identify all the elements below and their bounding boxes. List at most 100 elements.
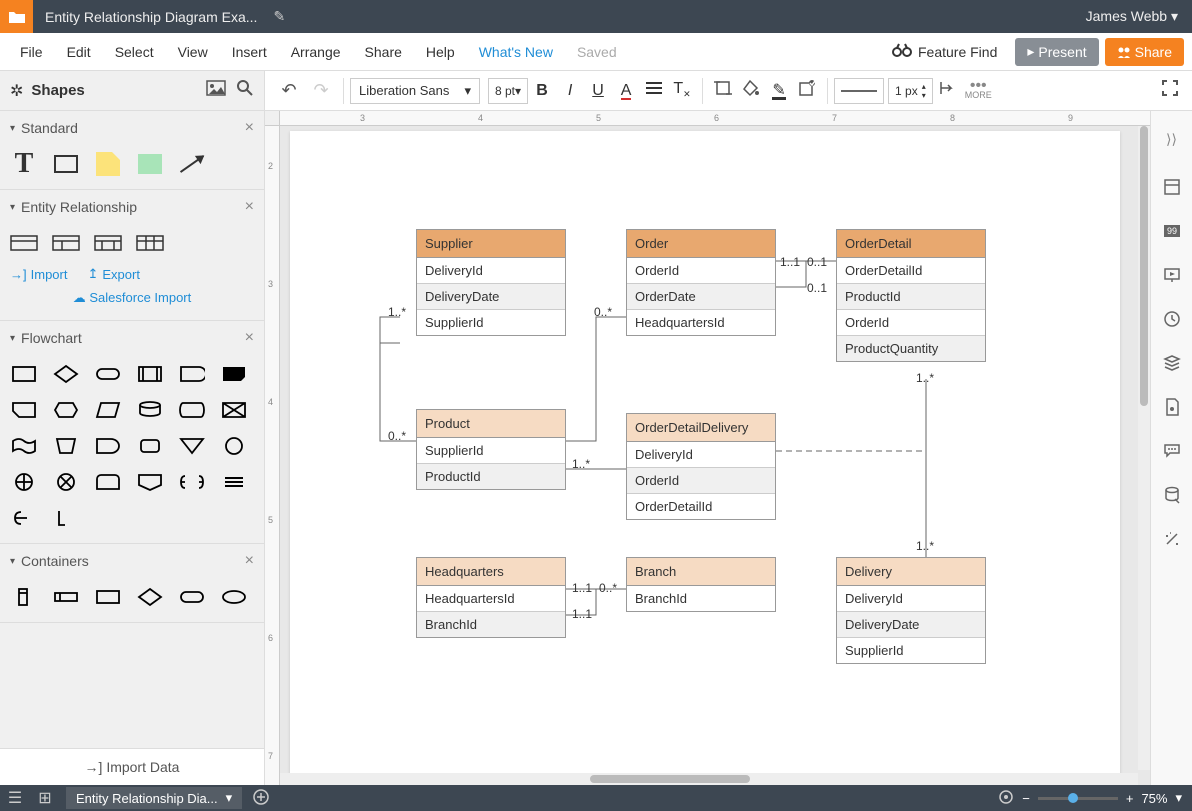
entity-row[interactable]: SupplierId bbox=[417, 438, 565, 464]
feature-find[interactable]: Feature Find bbox=[892, 43, 997, 60]
font-select[interactable]: Liberation Sans▾ bbox=[350, 78, 480, 104]
shape-options-icon[interactable] bbox=[793, 79, 821, 102]
flowchart-shape-21[interactable] bbox=[136, 471, 164, 493]
entity-branch[interactable]: BranchBranchId bbox=[626, 557, 776, 612]
entity-orderdetail[interactable]: OrderDetailOrderDetailIdProductIdOrderId… bbox=[836, 229, 986, 362]
er-shape-1[interactable] bbox=[10, 232, 38, 254]
menu-edit[interactable]: Edit bbox=[55, 38, 103, 66]
container-shape-5[interactable] bbox=[220, 586, 248, 608]
gear-icon[interactable]: ✲ bbox=[10, 81, 23, 101]
list-view-icon[interactable]: ☰ bbox=[0, 788, 30, 808]
shape-crop-icon[interactable] bbox=[709, 79, 737, 102]
context-panel-icon[interactable] bbox=[1156, 171, 1188, 203]
flowchart-shape-23[interactable] bbox=[220, 471, 248, 493]
font-color-icon[interactable]: A bbox=[612, 82, 640, 100]
flowchart-shape-15[interactable] bbox=[136, 435, 164, 457]
flowchart-shape-20[interactable] bbox=[94, 471, 122, 493]
flowchart-shape-3[interactable] bbox=[136, 363, 164, 385]
more-button[interactable]: •••MORE bbox=[965, 82, 992, 100]
share-button[interactable]: Share bbox=[1105, 38, 1184, 66]
present-panel-icon[interactable] bbox=[1156, 259, 1188, 291]
flowchart-shape-22[interactable] bbox=[178, 471, 206, 493]
fullscreen-icon[interactable] bbox=[1156, 80, 1184, 101]
import-link[interactable]: →]Import bbox=[10, 266, 67, 282]
flowchart-shape-24[interactable] bbox=[10, 507, 38, 529]
entity-row[interactable]: DeliveryDate bbox=[417, 284, 565, 310]
entity-product[interactable]: ProductSupplierIdProductId bbox=[416, 409, 566, 490]
zoom-reset-icon[interactable] bbox=[998, 789, 1014, 808]
collapse-icon[interactable]: ⟩⟩ bbox=[1156, 123, 1188, 155]
entity-row[interactable]: ProductId bbox=[837, 284, 985, 310]
container-shape-3[interactable] bbox=[136, 586, 164, 608]
menu-share[interactable]: Share bbox=[353, 38, 414, 66]
add-page-icon[interactable] bbox=[252, 788, 270, 809]
zoom-slider[interactable] bbox=[1038, 797, 1118, 800]
entity-row[interactable]: BranchId bbox=[417, 612, 565, 637]
rename-icon[interactable]: ✎ bbox=[273, 8, 285, 25]
entity-row[interactable]: DeliveryId bbox=[837, 586, 985, 612]
entity-header[interactable]: Headquarters bbox=[417, 558, 565, 586]
category-header-er[interactable]: ▾Entity Relationship × bbox=[0, 190, 264, 224]
clear-format-icon[interactable]: T✕ bbox=[668, 80, 696, 100]
entity-row[interactable]: SupplierId bbox=[417, 310, 565, 335]
entity-header[interactable]: OrderDetail bbox=[837, 230, 985, 258]
zoom-value[interactable]: 75% bbox=[1141, 791, 1167, 806]
menu-view[interactable]: View bbox=[166, 38, 220, 66]
flowchart-shape-4[interactable] bbox=[178, 363, 206, 385]
zoom-in-icon[interactable]: + bbox=[1126, 791, 1134, 806]
magic-icon[interactable] bbox=[1156, 523, 1188, 555]
flowchart-shape-7[interactable] bbox=[52, 399, 80, 421]
close-icon[interactable]: × bbox=[245, 119, 254, 137]
search-icon[interactable] bbox=[236, 79, 254, 102]
entity-delivery[interactable]: DeliveryDeliveryIdDeliveryDateSupplierId bbox=[836, 557, 986, 664]
comment-icon[interactable]: 99 bbox=[1156, 215, 1188, 247]
menu-help[interactable]: Help bbox=[414, 38, 467, 66]
salesforce-import-link[interactable]: ☁ Salesforce Import bbox=[10, 290, 254, 306]
menu-file[interactable]: File bbox=[8, 38, 55, 66]
entity-row[interactable]: BranchId bbox=[627, 586, 775, 611]
entity-row[interactable]: OrderDetailId bbox=[627, 494, 775, 519]
flowchart-shape-9[interactable] bbox=[136, 399, 164, 421]
text-shape-icon[interactable]: T bbox=[10, 153, 38, 175]
entity-row[interactable]: OrderId bbox=[627, 468, 775, 494]
grid-view-icon[interactable]: ⊞ bbox=[30, 788, 60, 808]
underline-icon[interactable]: U bbox=[584, 82, 612, 100]
flowchart-shape-17[interactable] bbox=[220, 435, 248, 457]
flowchart-shape-13[interactable] bbox=[52, 435, 80, 457]
entity-row[interactable]: SupplierId bbox=[837, 638, 985, 663]
entity-row[interactable]: ProductId bbox=[417, 464, 565, 489]
entity-row[interactable]: HeadquartersId bbox=[417, 586, 565, 612]
flowchart-shape-5[interactable] bbox=[220, 363, 248, 385]
import-data-button[interactable]: →] Import Data bbox=[0, 748, 264, 785]
container-shape-1[interactable] bbox=[52, 586, 80, 608]
hotspot-shape-icon[interactable] bbox=[136, 153, 164, 175]
entity-row[interactable]: ProductQuantity bbox=[837, 336, 985, 361]
er-shape-3[interactable] bbox=[94, 232, 122, 254]
image-icon[interactable] bbox=[206, 80, 226, 101]
flowchart-shape-1[interactable] bbox=[52, 363, 80, 385]
flowchart-shape-6[interactable] bbox=[10, 399, 38, 421]
flowchart-shape-16[interactable] bbox=[178, 435, 206, 457]
entity-row[interactable]: OrderDetailId bbox=[837, 258, 985, 284]
entity-supplier[interactable]: SupplierDeliveryIdDeliveryDateSupplierId bbox=[416, 229, 566, 336]
scrollbar-vertical[interactable] bbox=[1138, 126, 1150, 770]
container-shape-0[interactable] bbox=[10, 586, 38, 608]
canvas[interactable]: 345678910 234567 SupplierDeliveryIdDeliv… bbox=[265, 111, 1150, 785]
page[interactable]: SupplierDeliveryIdDeliveryDateSupplierId… bbox=[290, 131, 1120, 776]
line-width-select[interactable]: 1 px ▴▾ bbox=[888, 78, 933, 104]
close-icon[interactable]: × bbox=[245, 198, 254, 216]
export-link[interactable]: ↥Export bbox=[87, 266, 139, 282]
close-icon[interactable]: × bbox=[245, 552, 254, 570]
entity-header[interactable]: OrderDetailDelivery bbox=[627, 414, 775, 442]
font-size-select[interactable]: 8 pt ▾ bbox=[488, 78, 528, 104]
menu-insert[interactable]: Insert bbox=[220, 38, 279, 66]
entity-row[interactable]: DeliveryDate bbox=[837, 612, 985, 638]
entity-row[interactable]: DeliveryId bbox=[417, 258, 565, 284]
close-icon[interactable]: × bbox=[245, 329, 254, 347]
entity-header[interactable]: Delivery bbox=[837, 558, 985, 586]
history-icon[interactable] bbox=[1156, 303, 1188, 335]
data-icon[interactable] bbox=[1156, 479, 1188, 511]
entity-header[interactable]: Product bbox=[417, 410, 565, 438]
entity-hq[interactable]: HeadquartersHeadquartersIdBranchId bbox=[416, 557, 566, 638]
line-style-select[interactable] bbox=[834, 78, 884, 104]
